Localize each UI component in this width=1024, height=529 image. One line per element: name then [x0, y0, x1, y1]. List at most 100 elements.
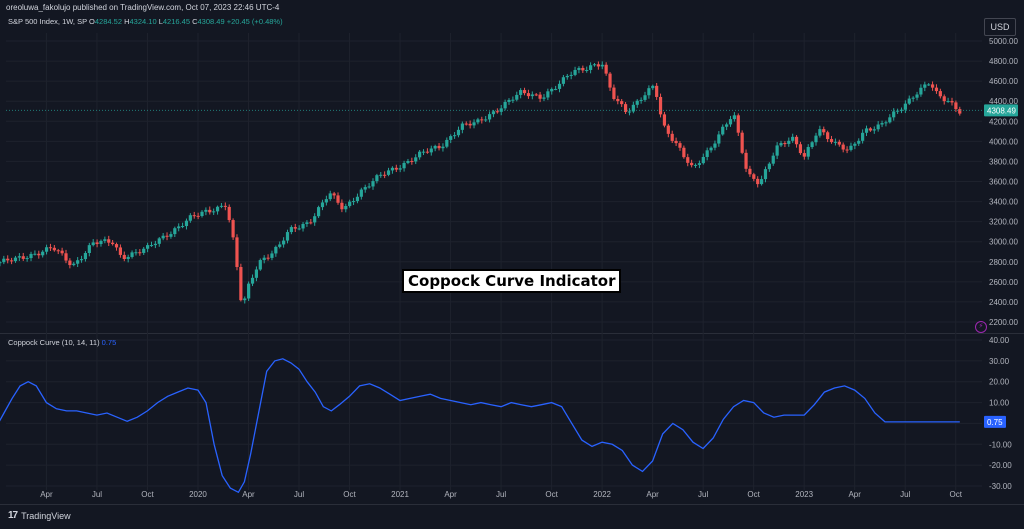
candle-body: [6, 258, 10, 261]
candle-body: [320, 202, 325, 208]
candle-body: [414, 157, 418, 162]
candle-body: [748, 168, 752, 175]
candle: [915, 91, 919, 101]
candle-body: [367, 186, 371, 188]
candle-body: [270, 253, 274, 258]
candle: [243, 296, 247, 304]
candle: [72, 261, 76, 267]
candle-body: [600, 64, 604, 67]
candle: [596, 61, 600, 70]
candle-body: [274, 246, 278, 254]
candle-body: [215, 206, 220, 212]
candle: [616, 95, 620, 105]
candle: [892, 108, 896, 121]
tradingview-logo[interactable]: 17 TradingView: [8, 510, 71, 521]
candle-body: [693, 164, 698, 166]
candle: [942, 94, 946, 105]
candle: [289, 225, 293, 235]
candle-body: [759, 179, 764, 185]
candle: [732, 112, 736, 122]
candle-body: [495, 111, 499, 113]
candle-body: [103, 239, 107, 241]
candle-body: [316, 207, 321, 217]
candle: [114, 242, 119, 251]
price-tick-label: 4800.00: [989, 57, 1018, 66]
candle: [282, 237, 286, 248]
candle-body: [79, 259, 84, 261]
candle-body: [348, 201, 352, 206]
candle: [651, 84, 655, 91]
candle-body: [64, 253, 68, 261]
candle: [884, 120, 888, 127]
candle-body: [282, 240, 286, 245]
candle-body: [184, 220, 189, 227]
candle-body: [169, 234, 173, 237]
candle: [68, 258, 72, 269]
candle-body: [581, 67, 585, 71]
candle-body: [188, 215, 192, 221]
candle: [219, 202, 224, 209]
candle-body: [289, 227, 293, 233]
candle-body: [857, 140, 861, 144]
candle-body: [794, 136, 799, 145]
time-tick-label: Jul: [900, 490, 910, 499]
candle-body: [344, 205, 348, 210]
time-tick-label: Apr: [40, 490, 53, 499]
candle: [274, 245, 278, 257]
candle: [503, 99, 507, 111]
candle-body: [907, 98, 911, 104]
candle: [569, 71, 573, 80]
candle-body: [328, 193, 332, 200]
candle-body: [810, 142, 814, 148]
candle: [169, 231, 173, 239]
candle: [608, 72, 612, 91]
candle-body: [554, 88, 558, 90]
candle-body: [165, 235, 169, 237]
candle-body: [534, 94, 538, 96]
time-tick-label: 2020: [189, 490, 207, 499]
candle-body: [767, 163, 771, 170]
candle-body: [114, 244, 119, 248]
coppock-tick-label: 30.00: [989, 357, 1010, 366]
candle-body: [880, 123, 884, 125]
candle-body: [107, 239, 111, 243]
candle: [557, 80, 562, 93]
ohlc-value: 4308.49: [198, 17, 227, 26]
candle: [833, 138, 838, 146]
candle: [763, 166, 768, 183]
candle: [33, 250, 37, 256]
candle-body: [631, 104, 635, 112]
candle: [771, 152, 775, 166]
candle-body: [340, 202, 344, 210]
candle-body: [111, 242, 115, 245]
ohlc-key: L: [159, 17, 163, 26]
candle-body: [305, 222, 309, 224]
candle: [421, 149, 426, 156]
candle: [958, 106, 962, 116]
currency-button[interactable]: USD: [984, 18, 1016, 36]
candle-body: [736, 115, 740, 133]
candle-body: [332, 193, 336, 196]
candle: [728, 115, 733, 127]
candle-body: [589, 65, 593, 70]
price-tick-label: 3400.00: [989, 198, 1018, 207]
candle-body: [223, 205, 227, 207]
time-tick-label: Apr: [646, 490, 659, 499]
time-tick-label: Jul: [496, 490, 506, 499]
candle: [802, 149, 806, 160]
candle: [577, 66, 581, 74]
candle: [111, 239, 115, 246]
candle-body: [942, 96, 946, 102]
candle: [348, 199, 352, 208]
candle: [456, 126, 461, 138]
candle-body: [872, 129, 876, 131]
alert-clock-icon[interactable]: ⚡: [975, 321, 987, 333]
candle-body: [313, 216, 317, 223]
candle-body: [627, 111, 632, 113]
price-tick-label: 4000.00: [989, 137, 1018, 146]
candle-body: [623, 104, 628, 112]
candle-body: [833, 141, 838, 143]
candle: [468, 120, 472, 129]
candle: [320, 199, 325, 211]
